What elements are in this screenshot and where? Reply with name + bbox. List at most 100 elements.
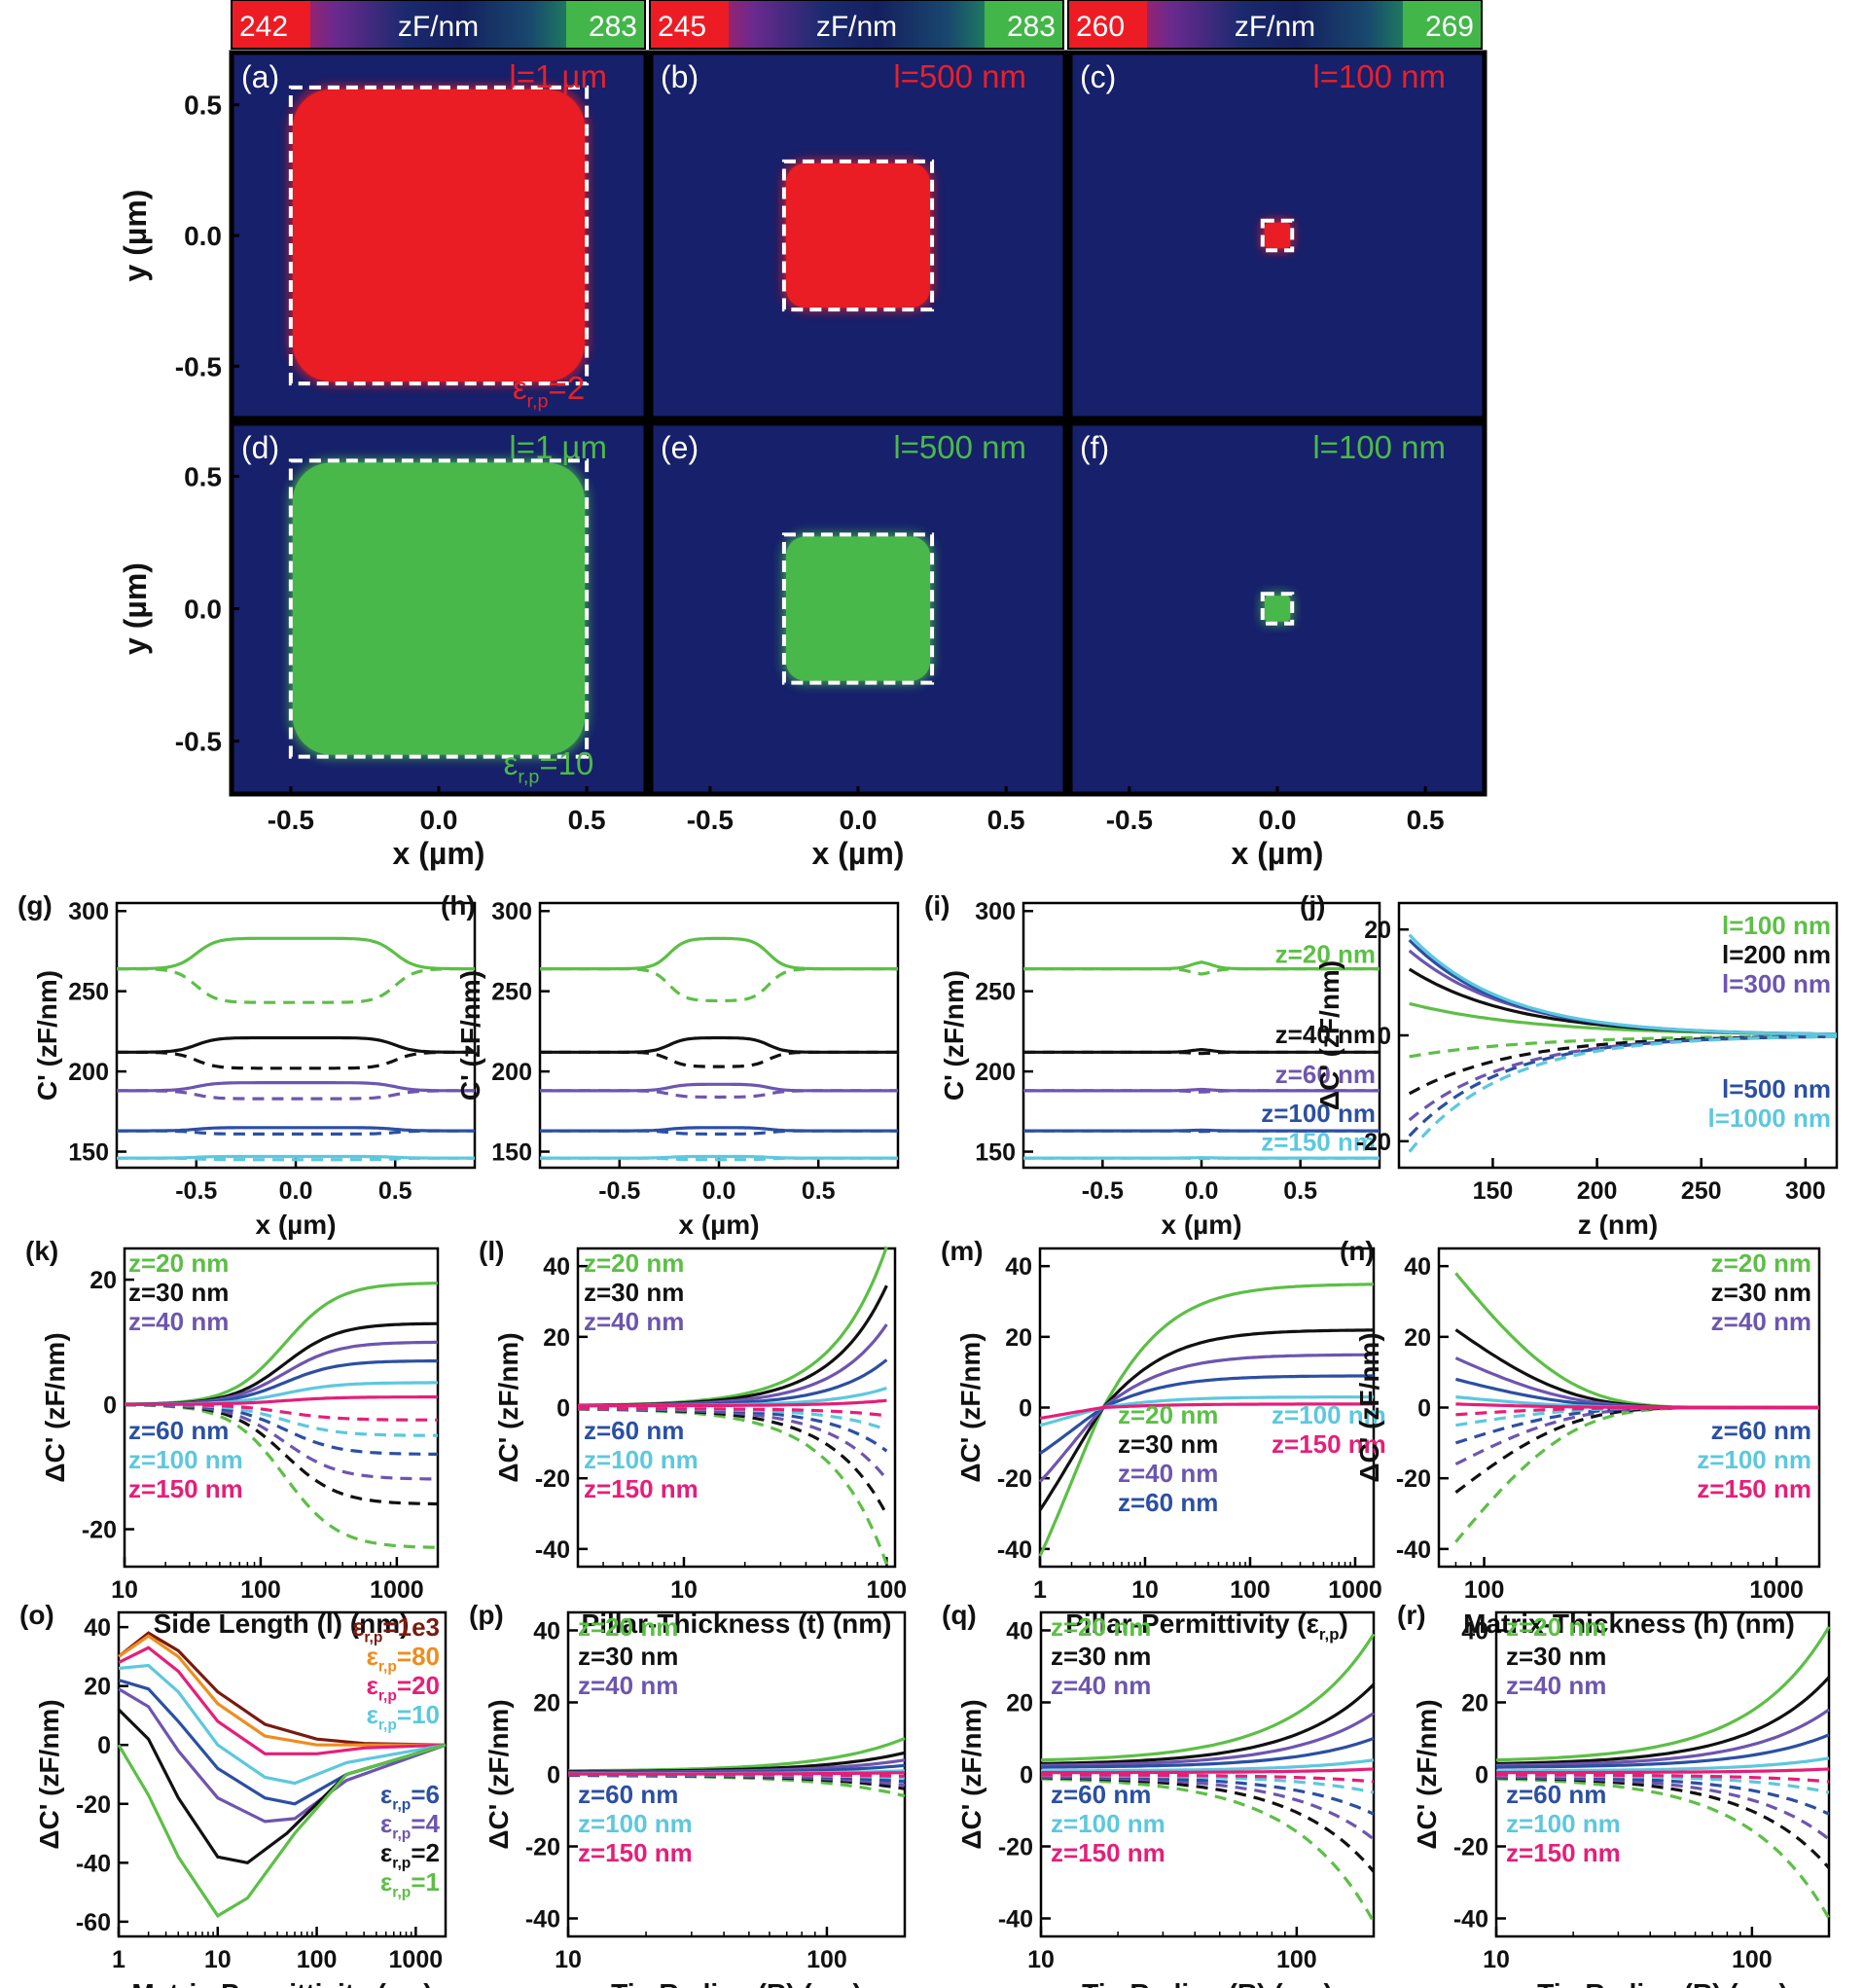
- series-line: [1040, 1682, 1376, 1765]
- series-line: [1040, 1767, 1375, 1775]
- legend-entry: l=300 nm: [1722, 969, 1831, 998]
- profile-line: [117, 1081, 475, 1093]
- map-tag: (d): [241, 430, 279, 465]
- series-label: z=100 nm: [1261, 1099, 1376, 1128]
- map-tag: (e): [661, 430, 699, 465]
- xtick-label: 300: [1785, 1177, 1826, 1205]
- series-line: [1454, 1328, 1819, 1410]
- profile-line: [117, 1129, 475, 1136]
- map-tag: (a): [241, 59, 279, 94]
- ytick-label: 40: [543, 1253, 570, 1281]
- map-panel: (a) l=1 µm εr,p=2 0.5 0.0 -0.5 y (µm): [118, 50, 649, 421]
- ytick-label: -20: [525, 1834, 560, 1861]
- map-xlabel: x (µm): [1232, 836, 1324, 871]
- xtick-label: 1: [112, 1946, 125, 1973]
- ytick-label: -40: [1396, 1536, 1431, 1564]
- ytick-label: 20: [543, 1324, 570, 1352]
- legend-entry: εr,p=1e3: [352, 1612, 440, 1646]
- xtick-label: 100: [867, 1576, 908, 1604]
- xtick-label: 0.5: [1283, 1177, 1317, 1205]
- ytick-label: -40: [997, 1536, 1032, 1564]
- ytick-label: 20: [1006, 1690, 1033, 1717]
- series-line: [1408, 1034, 1837, 1153]
- series-line: [1041, 1775, 1375, 1841]
- series-line: [1040, 1712, 1375, 1767]
- ytick-label: 0.5: [184, 461, 222, 491]
- xtick-label: 100: [1464, 1576, 1505, 1604]
- series-line: [1496, 1773, 1830, 1784]
- series-line: [1041, 1736, 1375, 1769]
- ytick-label: 20: [84, 1674, 111, 1701]
- series-line: [578, 1407, 887, 1431]
- colorbar-max-block: [1403, 1, 1481, 48]
- ytick-label: 0: [1475, 1762, 1488, 1789]
- map-title: l=100 nm: [1312, 58, 1446, 94]
- legend-entry: z=150 nm: [1506, 1838, 1621, 1867]
- y-axis-label: C' (zF/nm): [32, 970, 62, 1101]
- xtick-label: 100: [1276, 1946, 1317, 1973]
- profile-line: [1023, 1089, 1380, 1094]
- chart-tag: (q): [942, 1600, 977, 1630]
- ytick-label: 0: [1378, 1023, 1391, 1050]
- series-line: [118, 1679, 447, 1806]
- series-line: [1039, 1374, 1374, 1456]
- series-line: [1495, 1767, 1830, 1775]
- pillar: [1264, 222, 1291, 249]
- series-line: [568, 1773, 906, 1788]
- legend-entry: z=150 nm: [578, 1838, 693, 1867]
- colorbar-min: 260: [1076, 11, 1125, 43]
- xtick-label: 10: [204, 1946, 232, 1973]
- y-axis-label: ΔC' (zF/nm): [40, 1332, 70, 1482]
- chart-tag: (r): [1397, 1600, 1426, 1630]
- xtick-label: 150: [1473, 1177, 1514, 1205]
- legend-entry: z=30 nm: [128, 1278, 229, 1307]
- ytick-label: -40: [76, 1850, 111, 1877]
- ytick-label: 0.0: [184, 595, 222, 625]
- pillar: [785, 163, 931, 308]
- pillar: [292, 462, 586, 755]
- map-ylabel: y (µm): [118, 562, 153, 655]
- xtick-label: 0.5: [802, 1177, 836, 1205]
- series-line: [1495, 1625, 1831, 1762]
- legend-entry: l=100 nm: [1722, 911, 1831, 940]
- ytick-label: 250: [491, 979, 532, 1006]
- ytick-label: 0: [103, 1392, 117, 1419]
- x-axis-label: Matrix-Permittivity (εr,m): [131, 1978, 432, 1988]
- legend-entry: z=60 nm: [128, 1416, 229, 1445]
- xtick-label: -0.5: [268, 805, 314, 835]
- map-title: l=1 µm: [509, 429, 607, 465]
- ytick-label: -40: [1453, 1906, 1488, 1934]
- legend-entry: z=150 nm: [584, 1474, 699, 1503]
- series-line: [1038, 1328, 1374, 1511]
- profile-line: [540, 1082, 898, 1093]
- colorbar-max-block: [985, 1, 1062, 48]
- xtick-label: 0.0: [420, 805, 458, 835]
- xtick-label: 10: [1483, 1946, 1510, 1973]
- legend-entry: εr,p=10: [366, 1700, 440, 1734]
- series-line: [1495, 1776, 1831, 1869]
- ytick-label: -20: [76, 1791, 111, 1819]
- ytick-label: -20: [998, 1834, 1033, 1861]
- profile-line: [117, 967, 475, 1004]
- legend-entry: z=20 nm: [584, 1248, 684, 1278]
- legend-entry: z=40 nm: [1118, 1459, 1218, 1488]
- profile-line: [1023, 1050, 1380, 1056]
- ytick-label: 150: [975, 1139, 1016, 1167]
- ytick-label: -20: [1453, 1834, 1488, 1861]
- legend-entry: z=40 nm: [128, 1307, 229, 1336]
- chart-tag: (g): [18, 890, 53, 921]
- ytick-label: 40: [533, 1618, 560, 1645]
- legend-entry: z=30 nm: [584, 1278, 684, 1307]
- ytick-label: 40: [1404, 1253, 1431, 1281]
- pillar-outline: [288, 85, 590, 386]
- map-frame: [648, 50, 1068, 421]
- xtick-label: 10: [1131, 1576, 1159, 1604]
- legend-entry: z=20 nm: [1506, 1612, 1606, 1642]
- y-axis-label: ΔC' (zF/nm): [1314, 960, 1344, 1110]
- series-line: [1408, 1034, 1837, 1096]
- x-axis-label: x (µm): [678, 1210, 759, 1240]
- legend-entry: εr,p=4: [380, 1809, 441, 1843]
- chart-tag: (p): [469, 1600, 504, 1630]
- x-axis-label: x (µm): [255, 1210, 336, 1240]
